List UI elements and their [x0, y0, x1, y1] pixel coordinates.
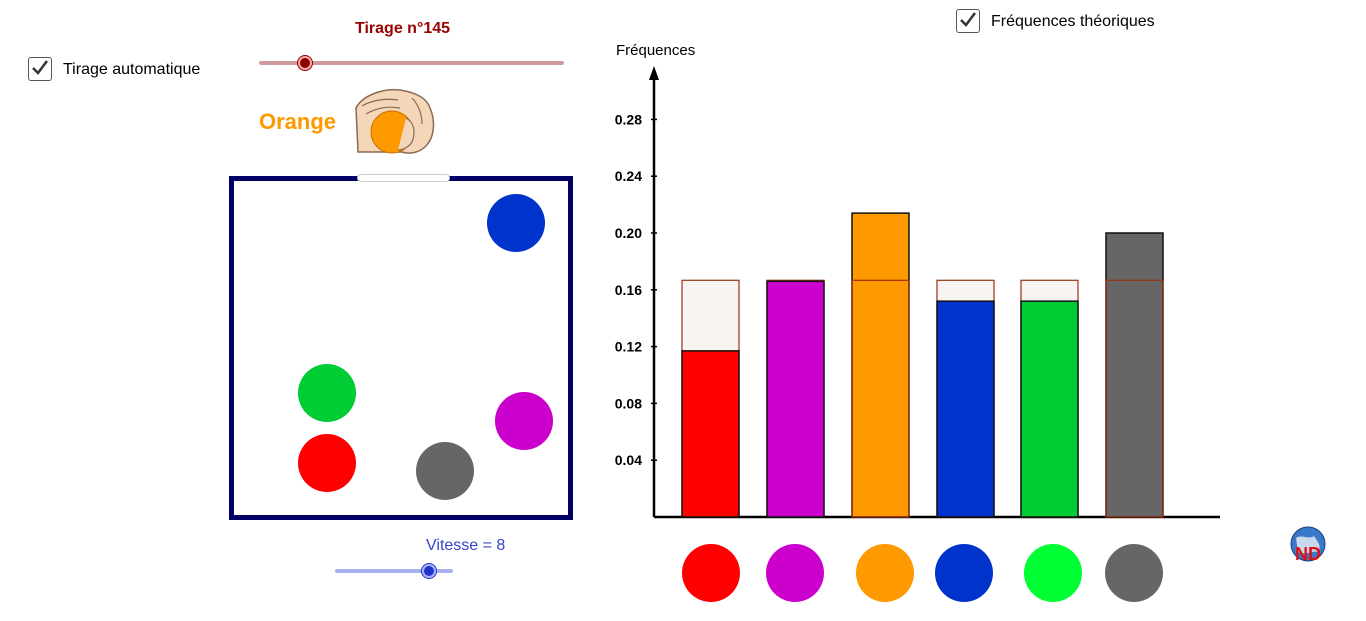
auto-draw-label: Tirage automatique: [63, 61, 201, 78]
y-tick-label: 0.08: [615, 395, 642, 411]
y-axis-arrow: [649, 66, 659, 80]
urn-ball-blue: [487, 194, 545, 252]
urn-opening: [357, 174, 450, 182]
y-tick-label: 0.24: [615, 168, 642, 184]
author-logo-icon[interactable]: ND: [1288, 526, 1328, 566]
frequency-chart: Fréquences 0.04 0.08 0.12 0.16 0.20 0.24 0.28: [615, 42, 1220, 602]
check-icon: [32, 60, 48, 75]
theoretical-frequencies-checkbox[interactable]: [956, 9, 980, 33]
legend-color-circle: [935, 544, 993, 602]
y-tick-label: 0.20: [615, 225, 642, 241]
urn-ball-red: [298, 434, 356, 492]
frequency-bar: [766, 280, 825, 518]
urn-ball-gray: [416, 442, 474, 500]
theoretical-bar: [851, 279, 910, 518]
draw-slider-knob[interactable]: [297, 56, 312, 70]
y-tick-label: 0.12: [615, 339, 642, 355]
hand-holding-ball-icon: [355, 88, 435, 154]
urn-ball-magenta: [495, 392, 553, 450]
frequency-bar: [936, 300, 995, 518]
check-icon: [960, 12, 976, 27]
svg-text:ND: ND: [1295, 544, 1321, 564]
frequency-bar: [1105, 232, 1164, 518]
legend-color-circle: [856, 544, 914, 602]
legend-color-circle: [682, 544, 740, 602]
theoretical-bar: [1105, 279, 1164, 518]
draw-slider-track[interactable]: [259, 61, 564, 65]
draw-number-title: Tirage n°145: [355, 20, 451, 37]
drawn-color-name: Orange: [259, 109, 337, 134]
urn-ball-green: [298, 364, 356, 422]
y-tick-label: 0.28: [615, 111, 642, 127]
legend-color-circle: [1105, 544, 1163, 602]
auto-draw-checkbox[interactable]: [28, 57, 52, 81]
y-tick-label: 0.04: [615, 452, 642, 468]
y-axis-label: Fréquences: [616, 42, 695, 59]
speed-slider-track[interactable]: [335, 569, 453, 573]
legend-color-circle: [766, 544, 824, 602]
theoretical-frequencies-label: Fréquences théoriques: [991, 13, 1155, 30]
frequency-bar: [1020, 300, 1079, 518]
frequency-bar: [681, 350, 740, 518]
frequency-bar: [851, 212, 910, 518]
speed-slider-knob[interactable]: [422, 564, 437, 578]
y-tick-label: 0.16: [615, 282, 642, 298]
speed-label: Vitesse = 8: [426, 537, 506, 554]
legend-color-circle: [1024, 544, 1082, 602]
